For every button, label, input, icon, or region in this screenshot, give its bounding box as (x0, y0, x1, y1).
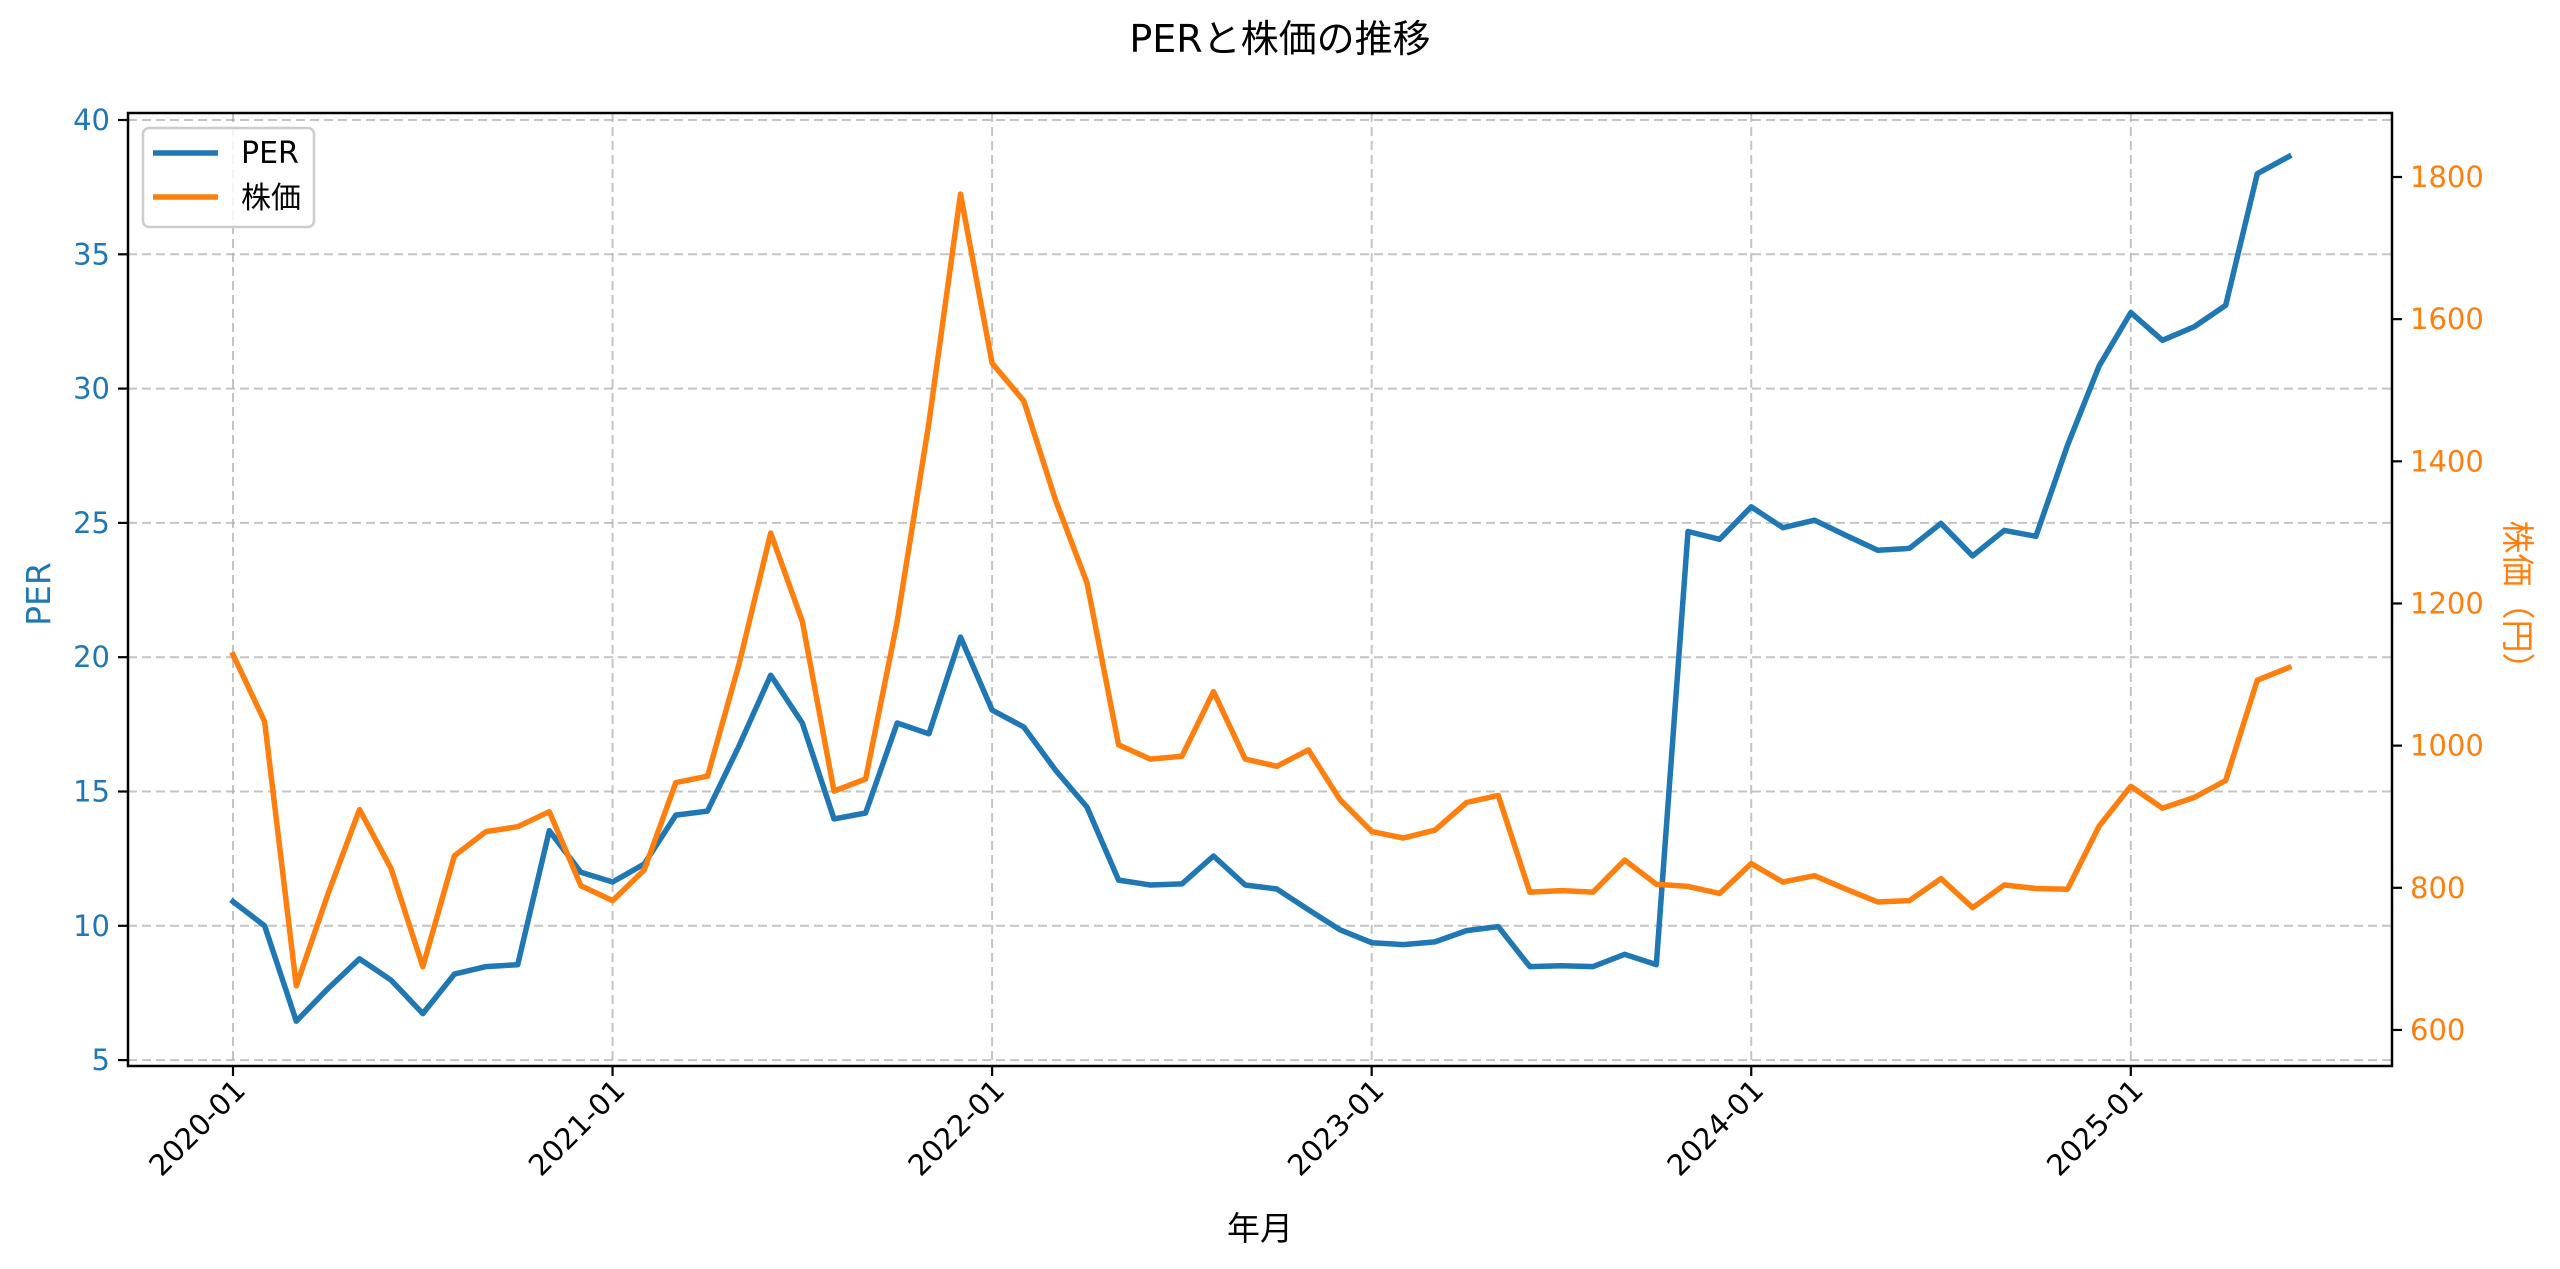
y-right-tick-label: 600 (2410, 1013, 2465, 1047)
grid-lines (128, 113, 2392, 1066)
y-right-tick-label: 1000 (2410, 729, 2484, 763)
y-left-tick-label: 35 (73, 237, 110, 271)
price-line (229, 191, 2293, 989)
legend-price-label: 株価 (241, 181, 301, 216)
y-right-tick-label: 1800 (2410, 160, 2484, 194)
y-axis-left-ticks: 5 10 15 20 25 30 35 40 (73, 103, 128, 1077)
x-axis-label: 年月 (1227, 1209, 1293, 1248)
y-right-tick-label: 1200 (2410, 586, 2484, 620)
y-left-tick-label: 20 (73, 640, 110, 674)
legend-per-label: PER (241, 136, 299, 171)
y-right-tick-label: 1600 (2410, 302, 2484, 336)
x-tick-label: 2020-01 (142, 1073, 252, 1183)
x-tick-label: 2021-01 (522, 1073, 632, 1183)
x-tick-label: 2022-01 (901, 1073, 1011, 1183)
legend: PER 株価 (141, 126, 316, 229)
y-axis-left-label: PER (19, 562, 58, 626)
plot-frame (126, 111, 2394, 1068)
y-right-tick-label: 800 (2410, 871, 2465, 905)
y-left-tick-label: 30 (73, 372, 110, 406)
y-left-tick-label: 40 (73, 103, 110, 137)
y-axis-right-ticks: 600 800 1000 1200 1400 1600 1800 (2392, 160, 2484, 1047)
y-left-tick-label: 10 (73, 909, 110, 943)
y-left-tick-label: 25 (73, 506, 110, 540)
x-tick-label: 2025-01 (2040, 1073, 2150, 1183)
per-series (229, 152, 2293, 1024)
y-left-tick-label: 15 (73, 775, 110, 809)
y-right-tick-label: 1400 (2410, 444, 2484, 478)
chart-title: PERと株価の推移 (1129, 17, 1430, 61)
x-axis-ticks: 2020-01 2021-01 2022-01 2023-01 2024-01 2025-… (142, 1066, 2150, 1183)
x-tick-label: 2023-01 (1281, 1073, 1391, 1183)
per-line (229, 152, 2293, 1024)
y-axis-right-label: 株価（円） (2498, 521, 2537, 686)
x-tick-label: 2024-01 (1660, 1073, 1770, 1183)
price-series (229, 191, 2293, 989)
y-left-tick-label: 5 (92, 1043, 110, 1077)
